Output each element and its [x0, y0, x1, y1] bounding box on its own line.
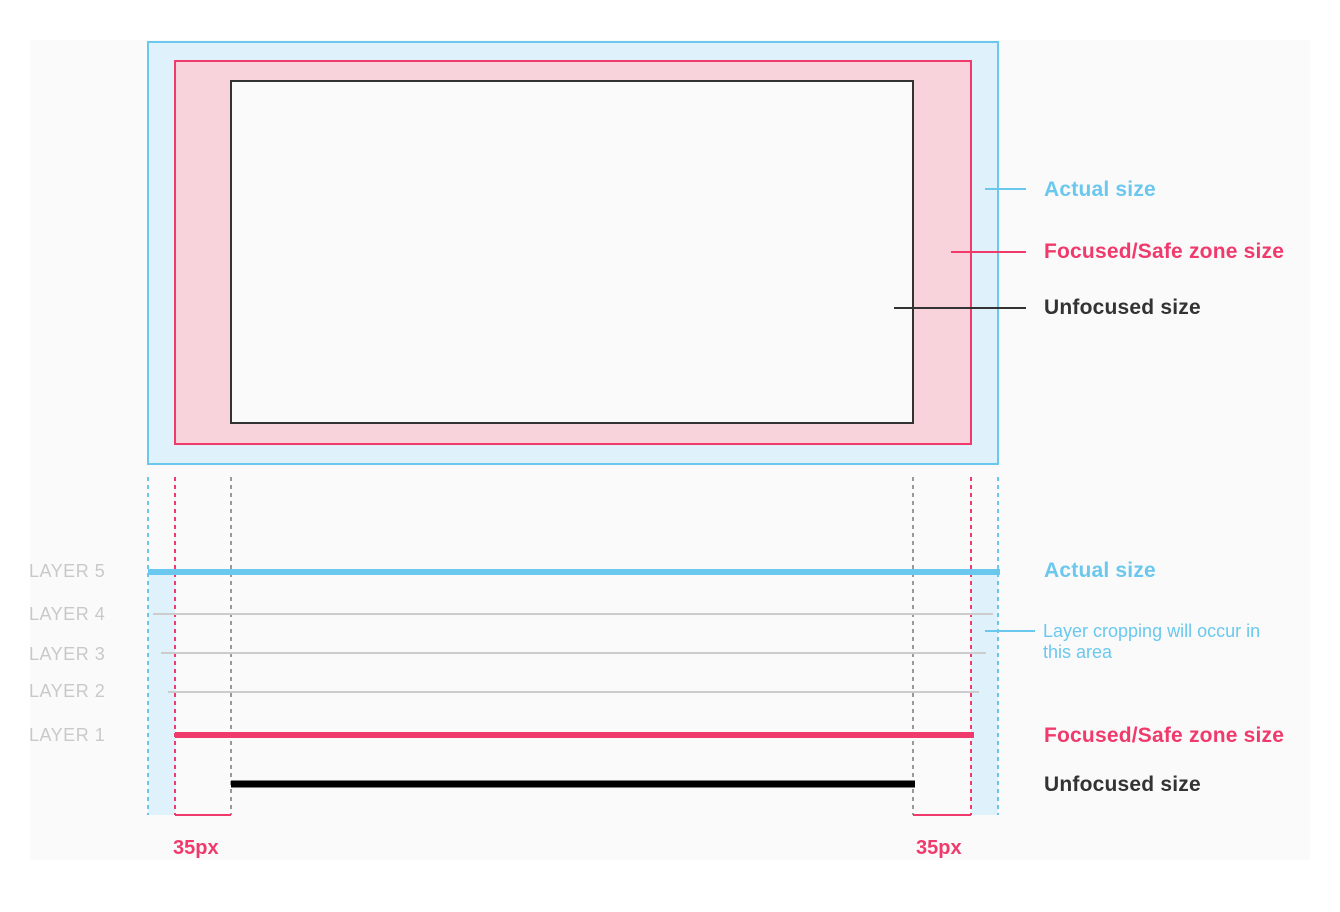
unfocused-frame [230, 80, 914, 424]
bottom-unfocused-label: Unfocused size [1044, 773, 1201, 796]
layer-2-label: LAYER 2 [29, 681, 106, 701]
crop-area-right [971, 573, 998, 815]
layer-3-label: LAYER 3 [29, 644, 106, 664]
top-actual-size-label: Actual size [1044, 178, 1156, 201]
top-unfocused-label: Unfocused size [1044, 296, 1201, 319]
margin-label-left: 35px [173, 837, 219, 859]
layer-4-label: LAYER 4 [29, 604, 106, 624]
layer-5-label: LAYER 5 [29, 561, 106, 581]
layer-1-label: LAYER 1 [29, 725, 106, 745]
bottom-actual-size-label: Actual size [1044, 559, 1156, 582]
bottom-safe-zone-label: Focused/Safe zone size [1044, 724, 1285, 747]
layer-cropping-note: Layer cropping will occur in this area [1043, 621, 1261, 662]
crop-area-left [148, 573, 175, 815]
top-safe-zone-label: Focused/Safe zone size [1044, 240, 1285, 263]
margin-label-right: 35px [916, 837, 962, 859]
